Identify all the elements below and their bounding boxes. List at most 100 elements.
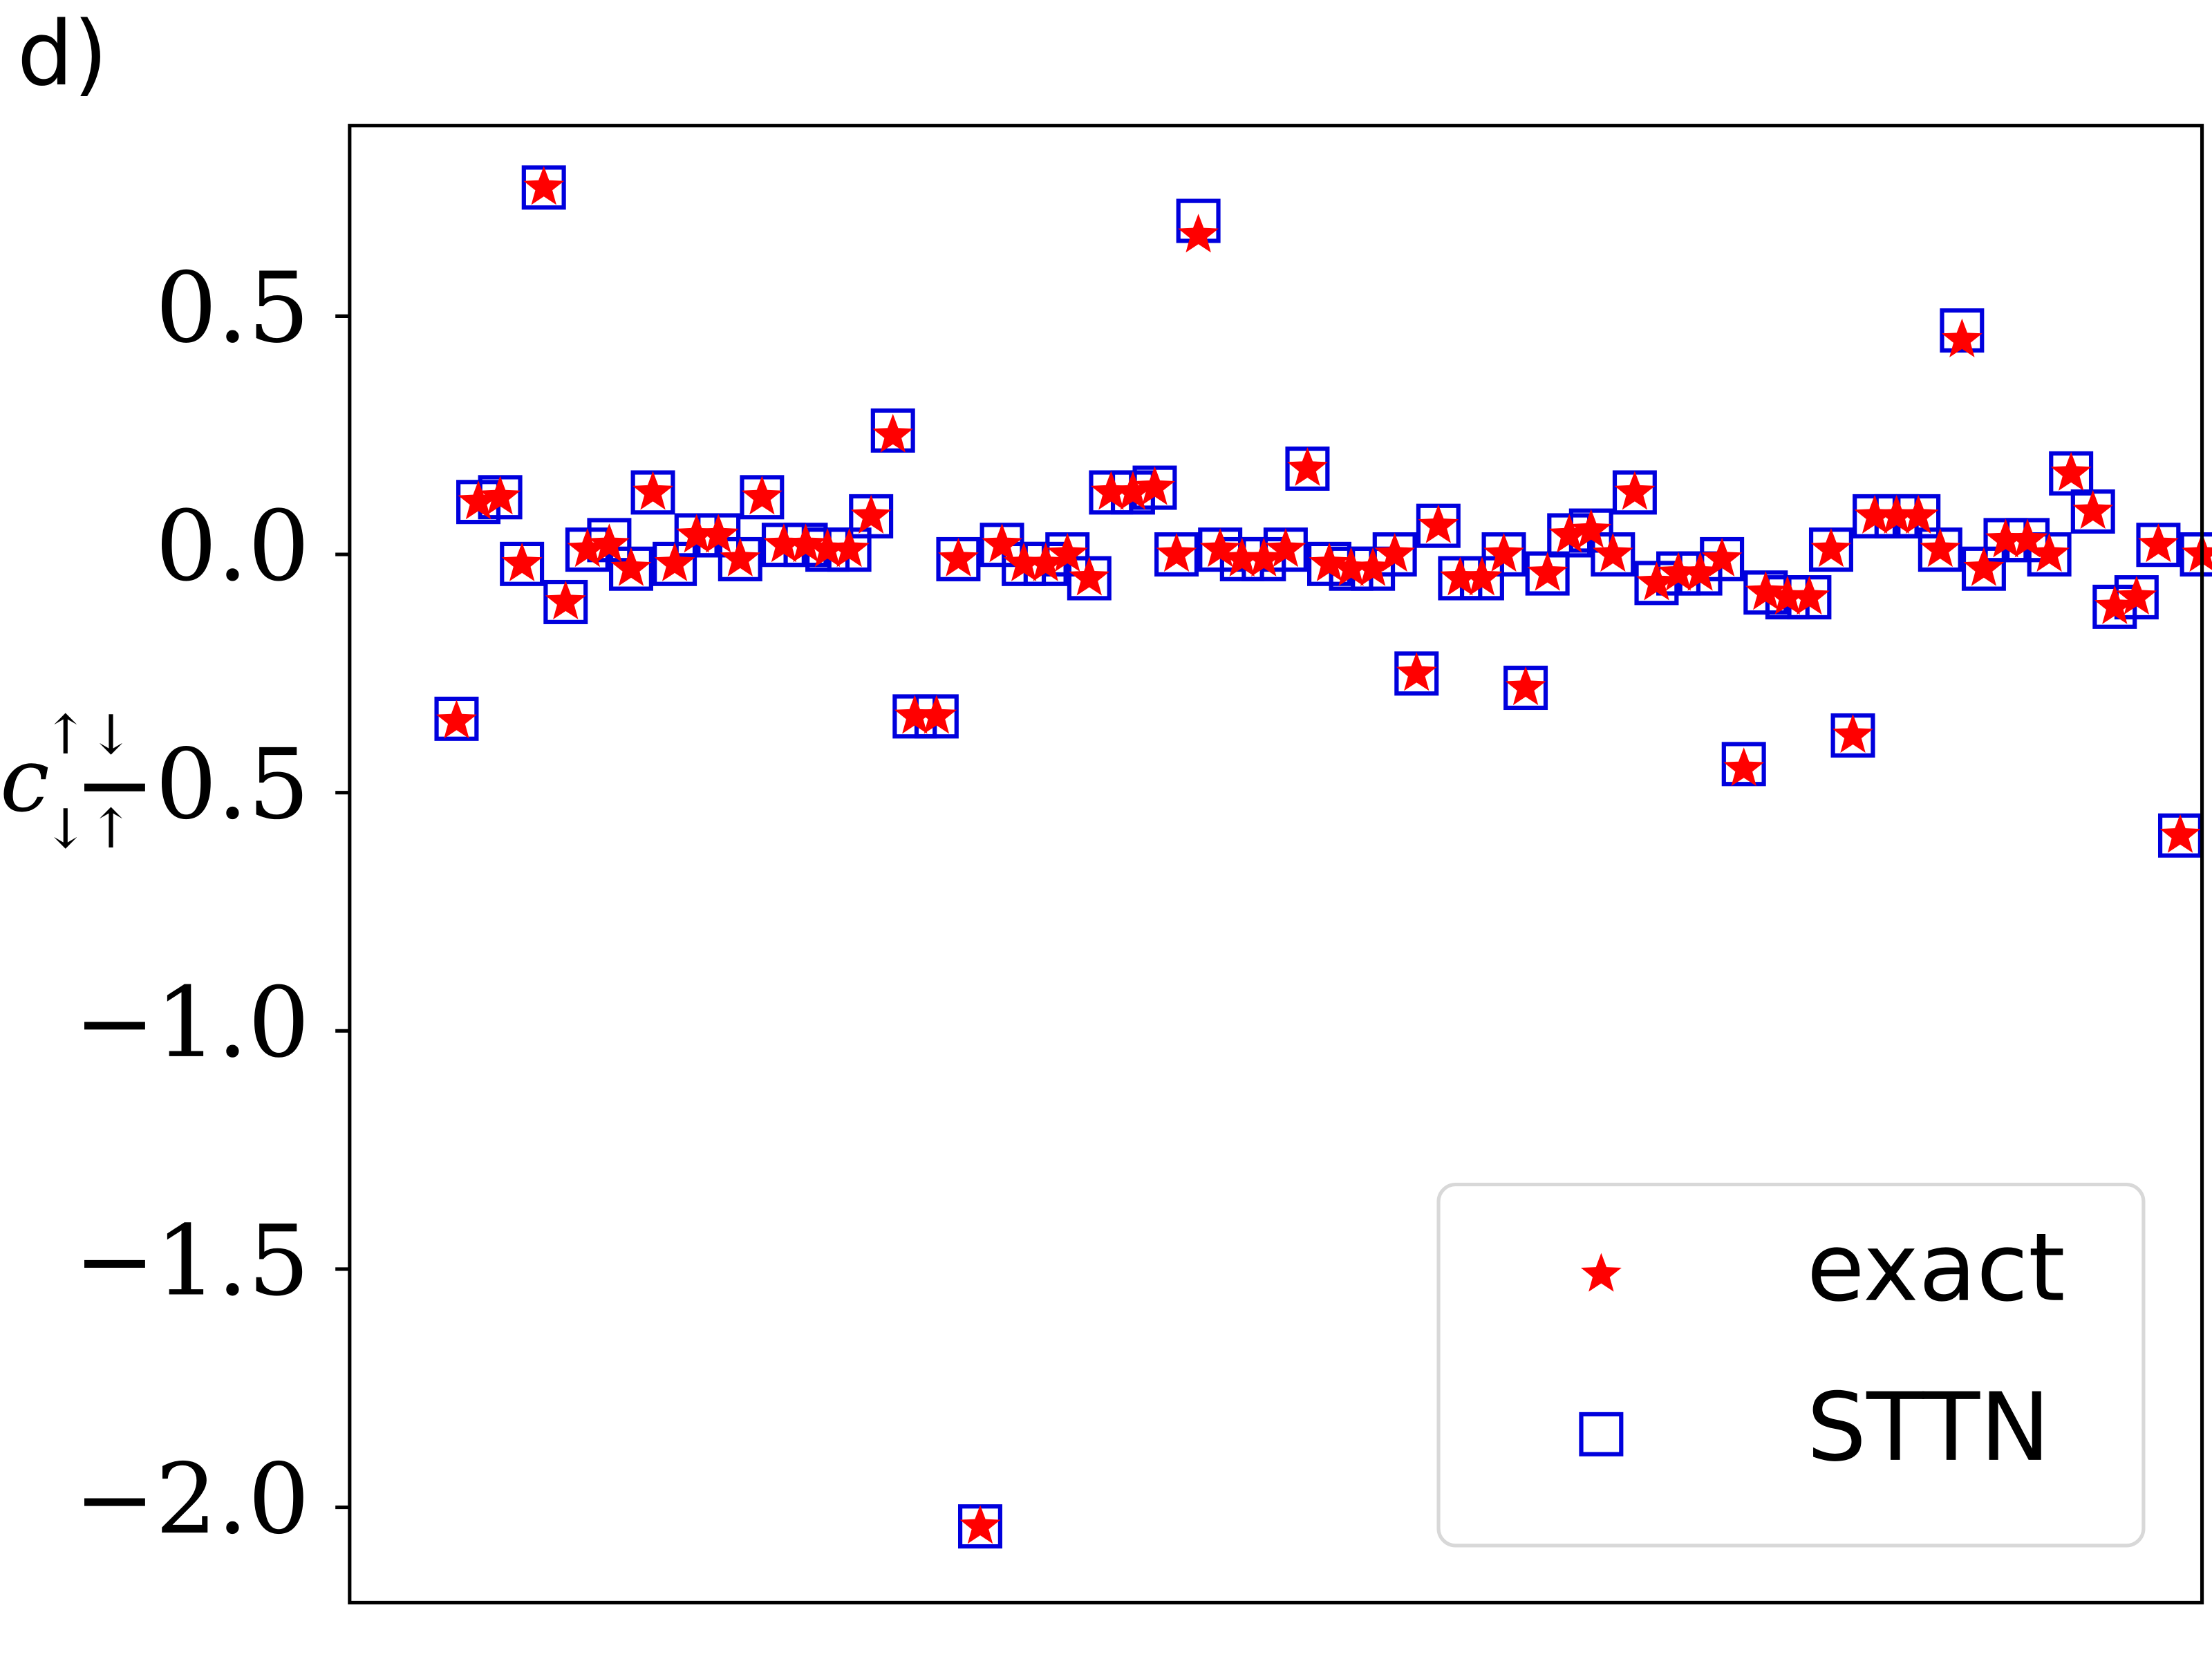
data-point <box>1810 528 1852 568</box>
data-point <box>1548 514 1590 553</box>
data-point <box>458 480 499 520</box>
data-point <box>741 476 782 515</box>
data-point <box>567 528 608 568</box>
data-point <box>1374 533 1416 572</box>
data-point <box>676 514 718 553</box>
data-point <box>1701 537 1743 577</box>
legend-label: STTN <box>1807 1374 2050 1483</box>
data-point <box>1941 318 1983 357</box>
y-tick-label: −1.5 <box>74 1205 310 1318</box>
data-point <box>1527 552 1568 591</box>
data-point <box>872 413 914 453</box>
data-point <box>937 537 979 577</box>
legend-marker <box>1580 1253 1622 1292</box>
data-point <box>2050 451 2092 491</box>
data-point <box>1592 533 1633 572</box>
data-point <box>916 695 957 734</box>
data-point <box>1658 552 1699 591</box>
data-point <box>1396 652 1437 691</box>
data-point <box>1178 214 1219 253</box>
data-point <box>1134 466 1175 505</box>
data-point <box>807 528 848 568</box>
y-label-superscript: ↑↓ <box>43 703 133 767</box>
y-label: c <box>0 729 50 832</box>
data-point <box>2029 533 2070 572</box>
data-point <box>982 523 1022 563</box>
data-point <box>545 580 586 620</box>
y-tick-label: 0.0 <box>156 491 310 603</box>
data-point <box>2072 490 2114 529</box>
data-point <box>1199 528 1241 568</box>
data-point <box>1352 547 1394 586</box>
data-point <box>2137 523 2179 563</box>
data-point <box>1265 528 1306 568</box>
data-point <box>1156 533 1197 572</box>
data-point <box>1221 537 1263 577</box>
data-point <box>829 528 870 568</box>
data-point <box>1090 471 1132 510</box>
legend: exact STTN <box>1436 1182 2146 1548</box>
data-point <box>610 547 652 586</box>
data-point <box>1636 561 1677 601</box>
data-point <box>1243 537 1284 577</box>
data-point <box>2159 814 2201 853</box>
y-tick-label: −0.5 <box>74 729 310 841</box>
data-point <box>1069 556 1110 596</box>
data-point <box>654 542 695 581</box>
data-point <box>1788 576 1830 615</box>
data-point <box>1745 571 1786 610</box>
data-point <box>434 696 479 741</box>
data-point <box>959 1505 1001 1544</box>
data-point <box>2007 518 2048 558</box>
data-point <box>2182 533 2212 572</box>
data-point <box>1854 494 1895 534</box>
data-point <box>1963 547 2005 586</box>
y-tick-label: −1.0 <box>74 967 310 1080</box>
data-point <box>1571 509 1612 548</box>
data-point <box>588 523 630 563</box>
data-point <box>1723 747 1765 787</box>
data-point <box>1897 494 1939 534</box>
data-point <box>1461 556 1503 596</box>
y-tick-label: 0.5 <box>156 252 310 365</box>
data-point <box>763 523 805 563</box>
data-point <box>1833 713 1873 753</box>
data-point <box>1876 494 1918 534</box>
data-point <box>632 471 673 510</box>
plot-area <box>434 165 2212 1549</box>
data-point <box>1483 533 1524 572</box>
data-point <box>785 523 826 563</box>
data-point <box>1505 666 1546 706</box>
data-point <box>2094 585 2135 624</box>
y-label-subscript: ↓↑ <box>43 797 133 861</box>
data-point <box>697 514 739 553</box>
data-point <box>523 166 565 205</box>
data-point <box>870 408 915 453</box>
data-point <box>1680 552 1721 591</box>
data-point <box>894 695 935 734</box>
data-point <box>501 542 543 581</box>
data-point <box>1003 542 1044 581</box>
data-point <box>1767 576 1808 615</box>
data-point <box>2116 576 2157 615</box>
data-point <box>1721 742 1766 787</box>
data-point <box>480 476 521 515</box>
data-point <box>850 494 892 534</box>
data-point <box>436 700 477 739</box>
data-point <box>1331 547 1372 586</box>
y-tick-label: −2.0 <box>74 1443 310 1556</box>
data-point <box>1940 308 1985 353</box>
data-point <box>1047 533 1088 572</box>
data-point <box>1286 447 1328 487</box>
data-point <box>720 537 761 577</box>
axes-frame <box>348 124 2204 1605</box>
data-point <box>1309 542 1350 581</box>
data-point <box>1112 471 1154 510</box>
data-point <box>1985 518 2026 558</box>
data-point <box>1614 471 1656 510</box>
data-point <box>1920 528 1961 568</box>
legend-marker <box>1579 1412 1624 1456</box>
data-point <box>1025 542 1067 581</box>
legend-label: exact <box>1807 1214 2065 1323</box>
